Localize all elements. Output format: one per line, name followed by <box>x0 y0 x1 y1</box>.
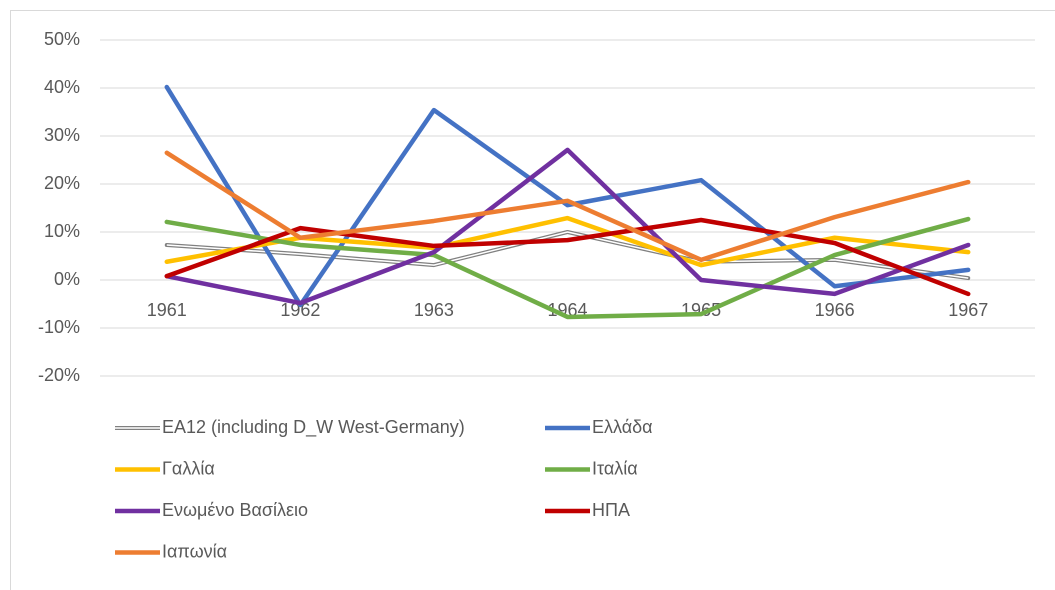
series-line <box>164 217 971 297</box>
legend-label: ΗΠΑ <box>592 500 630 520</box>
legend-label: Ιαπωνία <box>162 541 227 561</box>
series-line <box>164 216 971 320</box>
legend-label: Ιταλία <box>592 458 638 478</box>
legend-label: Ενωμένο Βασίλειο <box>162 500 308 520</box>
legend-label: EA12 (including D_W West-Germany) <box>162 417 465 438</box>
y-tick-label: 10% <box>44 221 80 241</box>
series-line <box>164 147 971 306</box>
y-tick-label: -20% <box>38 365 80 385</box>
series-line <box>164 150 971 263</box>
x-tick-label: 1961 <box>147 300 187 320</box>
y-tick-label: 20% <box>44 173 80 193</box>
y-tick-label: 50% <box>44 29 80 49</box>
y-tick-label: -10% <box>38 317 80 337</box>
y-tick-label: 40% <box>44 77 80 97</box>
y-tick-label: 0% <box>54 269 80 289</box>
series-line-inner <box>166 231 969 279</box>
x-tick-label: 1963 <box>414 300 454 320</box>
legend-label: Ελλάδα <box>592 417 653 437</box>
x-tick-label: 1962 <box>280 300 320 320</box>
x-tick-label: 1967 <box>948 300 988 320</box>
legend-label: Γαλλία <box>162 458 215 478</box>
y-tick-label: 30% <box>44 125 80 145</box>
x-tick-label: 1966 <box>815 300 855 320</box>
